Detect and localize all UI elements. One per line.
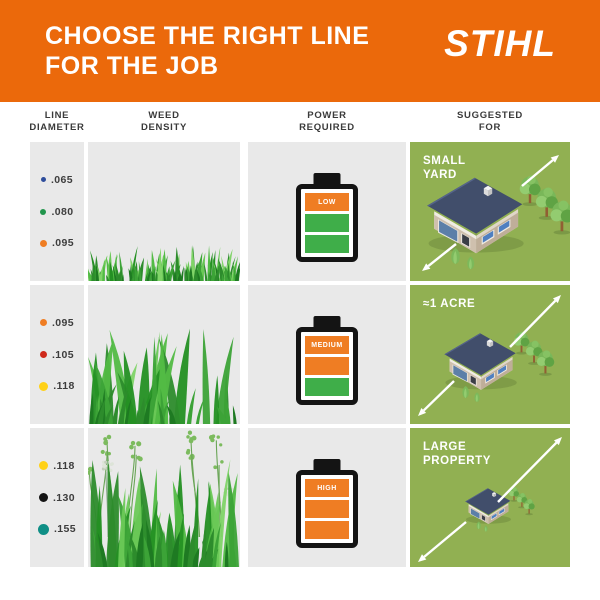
grass-illustration bbox=[88, 430, 239, 567]
diameter-value: .065 bbox=[50, 173, 74, 186]
page-title-line1: CHOOSE THE RIGHT LINE bbox=[45, 22, 370, 50]
diameter-value: .095 bbox=[51, 316, 75, 329]
power-required-cell: LOW bbox=[248, 142, 406, 281]
power-required-cell: MEDIUM bbox=[248, 285, 406, 424]
property-illustration bbox=[422, 155, 570, 271]
property-illustration bbox=[418, 437, 562, 562]
battery-segment: HIGH bbox=[305, 479, 349, 497]
suggested-label: ≈1 ACRE bbox=[423, 298, 476, 310]
weed-density-cell bbox=[88, 142, 240, 281]
diameter-value: .118 bbox=[53, 459, 75, 472]
diameter-value: .155 bbox=[53, 523, 77, 536]
diameter-item: .095 bbox=[30, 317, 84, 329]
diameter-item: .118 bbox=[30, 460, 84, 472]
diameter-dot bbox=[39, 239, 47, 247]
diameter-dot bbox=[38, 493, 48, 502]
power-level-label: LOW bbox=[318, 198, 336, 206]
diameter-value: .105 bbox=[51, 348, 75, 361]
header: CHOOSE THE RIGHT LINE FOR THE JOB STIHL bbox=[0, 0, 600, 102]
grass-illustration bbox=[88, 245, 240, 281]
column-header-weed-density: WEED DENSITY bbox=[140, 110, 188, 133]
battery-segment: MEDIUM bbox=[305, 336, 349, 354]
table-row: .065 .080 .095 LOW SMALL YARD bbox=[0, 142, 600, 281]
weed-density-cell bbox=[88, 428, 240, 567]
battery-icon: LOW bbox=[296, 184, 358, 262]
suggested-label: LARGE PROPERTY bbox=[423, 441, 492, 467]
diameter-item: .080 bbox=[30, 206, 84, 218]
line-diameter-cell: .095 .105 .118 bbox=[30, 285, 84, 424]
diameter-value: .080 bbox=[51, 205, 74, 218]
battery-segment bbox=[305, 214, 349, 232]
diameter-item: .155 bbox=[30, 523, 84, 535]
battery-segment bbox=[305, 378, 349, 396]
suggested-for-cell: ≈1 ACRE bbox=[410, 285, 570, 424]
column-header-suggested-for: SUGGESTED FOR bbox=[457, 110, 523, 133]
stihl-logo: STIHL bbox=[444, 23, 556, 64]
diameter-item: .105 bbox=[30, 349, 84, 361]
battery-segment: LOW bbox=[305, 193, 349, 211]
diameter-dot bbox=[39, 351, 47, 358]
diameter-dot bbox=[37, 523, 49, 535]
diameter-dot bbox=[40, 177, 46, 183]
table-row: .095 .105 .118 MEDIUM ≈1 ACRE bbox=[0, 285, 600, 424]
page-title-line2: FOR THE JOB bbox=[45, 52, 219, 80]
power-level-label: MEDIUM bbox=[311, 341, 343, 349]
page-title: CHOOSE THE RIGHT LINE FOR THE JOB bbox=[45, 21, 369, 81]
diameter-value: .118 bbox=[53, 380, 75, 393]
diameter-value: .130 bbox=[52, 491, 76, 504]
battery-segment bbox=[305, 521, 349, 539]
table-row: .118 .130 .155 HIGH LARGE PROPERTY bbox=[0, 428, 600, 567]
diameter-item: .095 bbox=[30, 237, 84, 249]
suggested-for-cell: LARGE PROPERTY bbox=[410, 428, 570, 567]
column-header-power-required: POWER REQUIRED bbox=[299, 110, 355, 133]
battery-segment bbox=[305, 357, 349, 375]
suggested-label: SMALL YARD bbox=[423, 155, 466, 181]
suggested-for-cell: SMALL YARD bbox=[410, 142, 570, 281]
diameter-item: .130 bbox=[30, 492, 84, 504]
diameter-dot bbox=[40, 208, 47, 215]
line-diameter-cell: .118 .130 .155 bbox=[30, 428, 84, 567]
property-illustration bbox=[418, 295, 561, 416]
line-diameter-cell: .065 .080 .095 bbox=[30, 142, 84, 281]
diameter-dot bbox=[39, 319, 47, 327]
weed-density-cell bbox=[88, 285, 240, 424]
diameter-item: .065 bbox=[30, 174, 84, 186]
battery-segment bbox=[305, 235, 349, 253]
battery-icon: HIGH bbox=[296, 470, 358, 548]
diameter-item: .118 bbox=[30, 380, 84, 392]
power-required-cell: HIGH bbox=[248, 428, 406, 567]
battery-segment bbox=[305, 500, 349, 518]
grass-illustration bbox=[88, 328, 237, 424]
diameter-value: .095 bbox=[51, 237, 75, 250]
diameter-dot bbox=[39, 461, 49, 471]
power-level-label: HIGH bbox=[317, 484, 337, 492]
column-header-line-diameter: LINE DIAMETER bbox=[29, 110, 85, 133]
diameter-dot bbox=[39, 381, 49, 391]
battery-icon: MEDIUM bbox=[296, 327, 358, 405]
